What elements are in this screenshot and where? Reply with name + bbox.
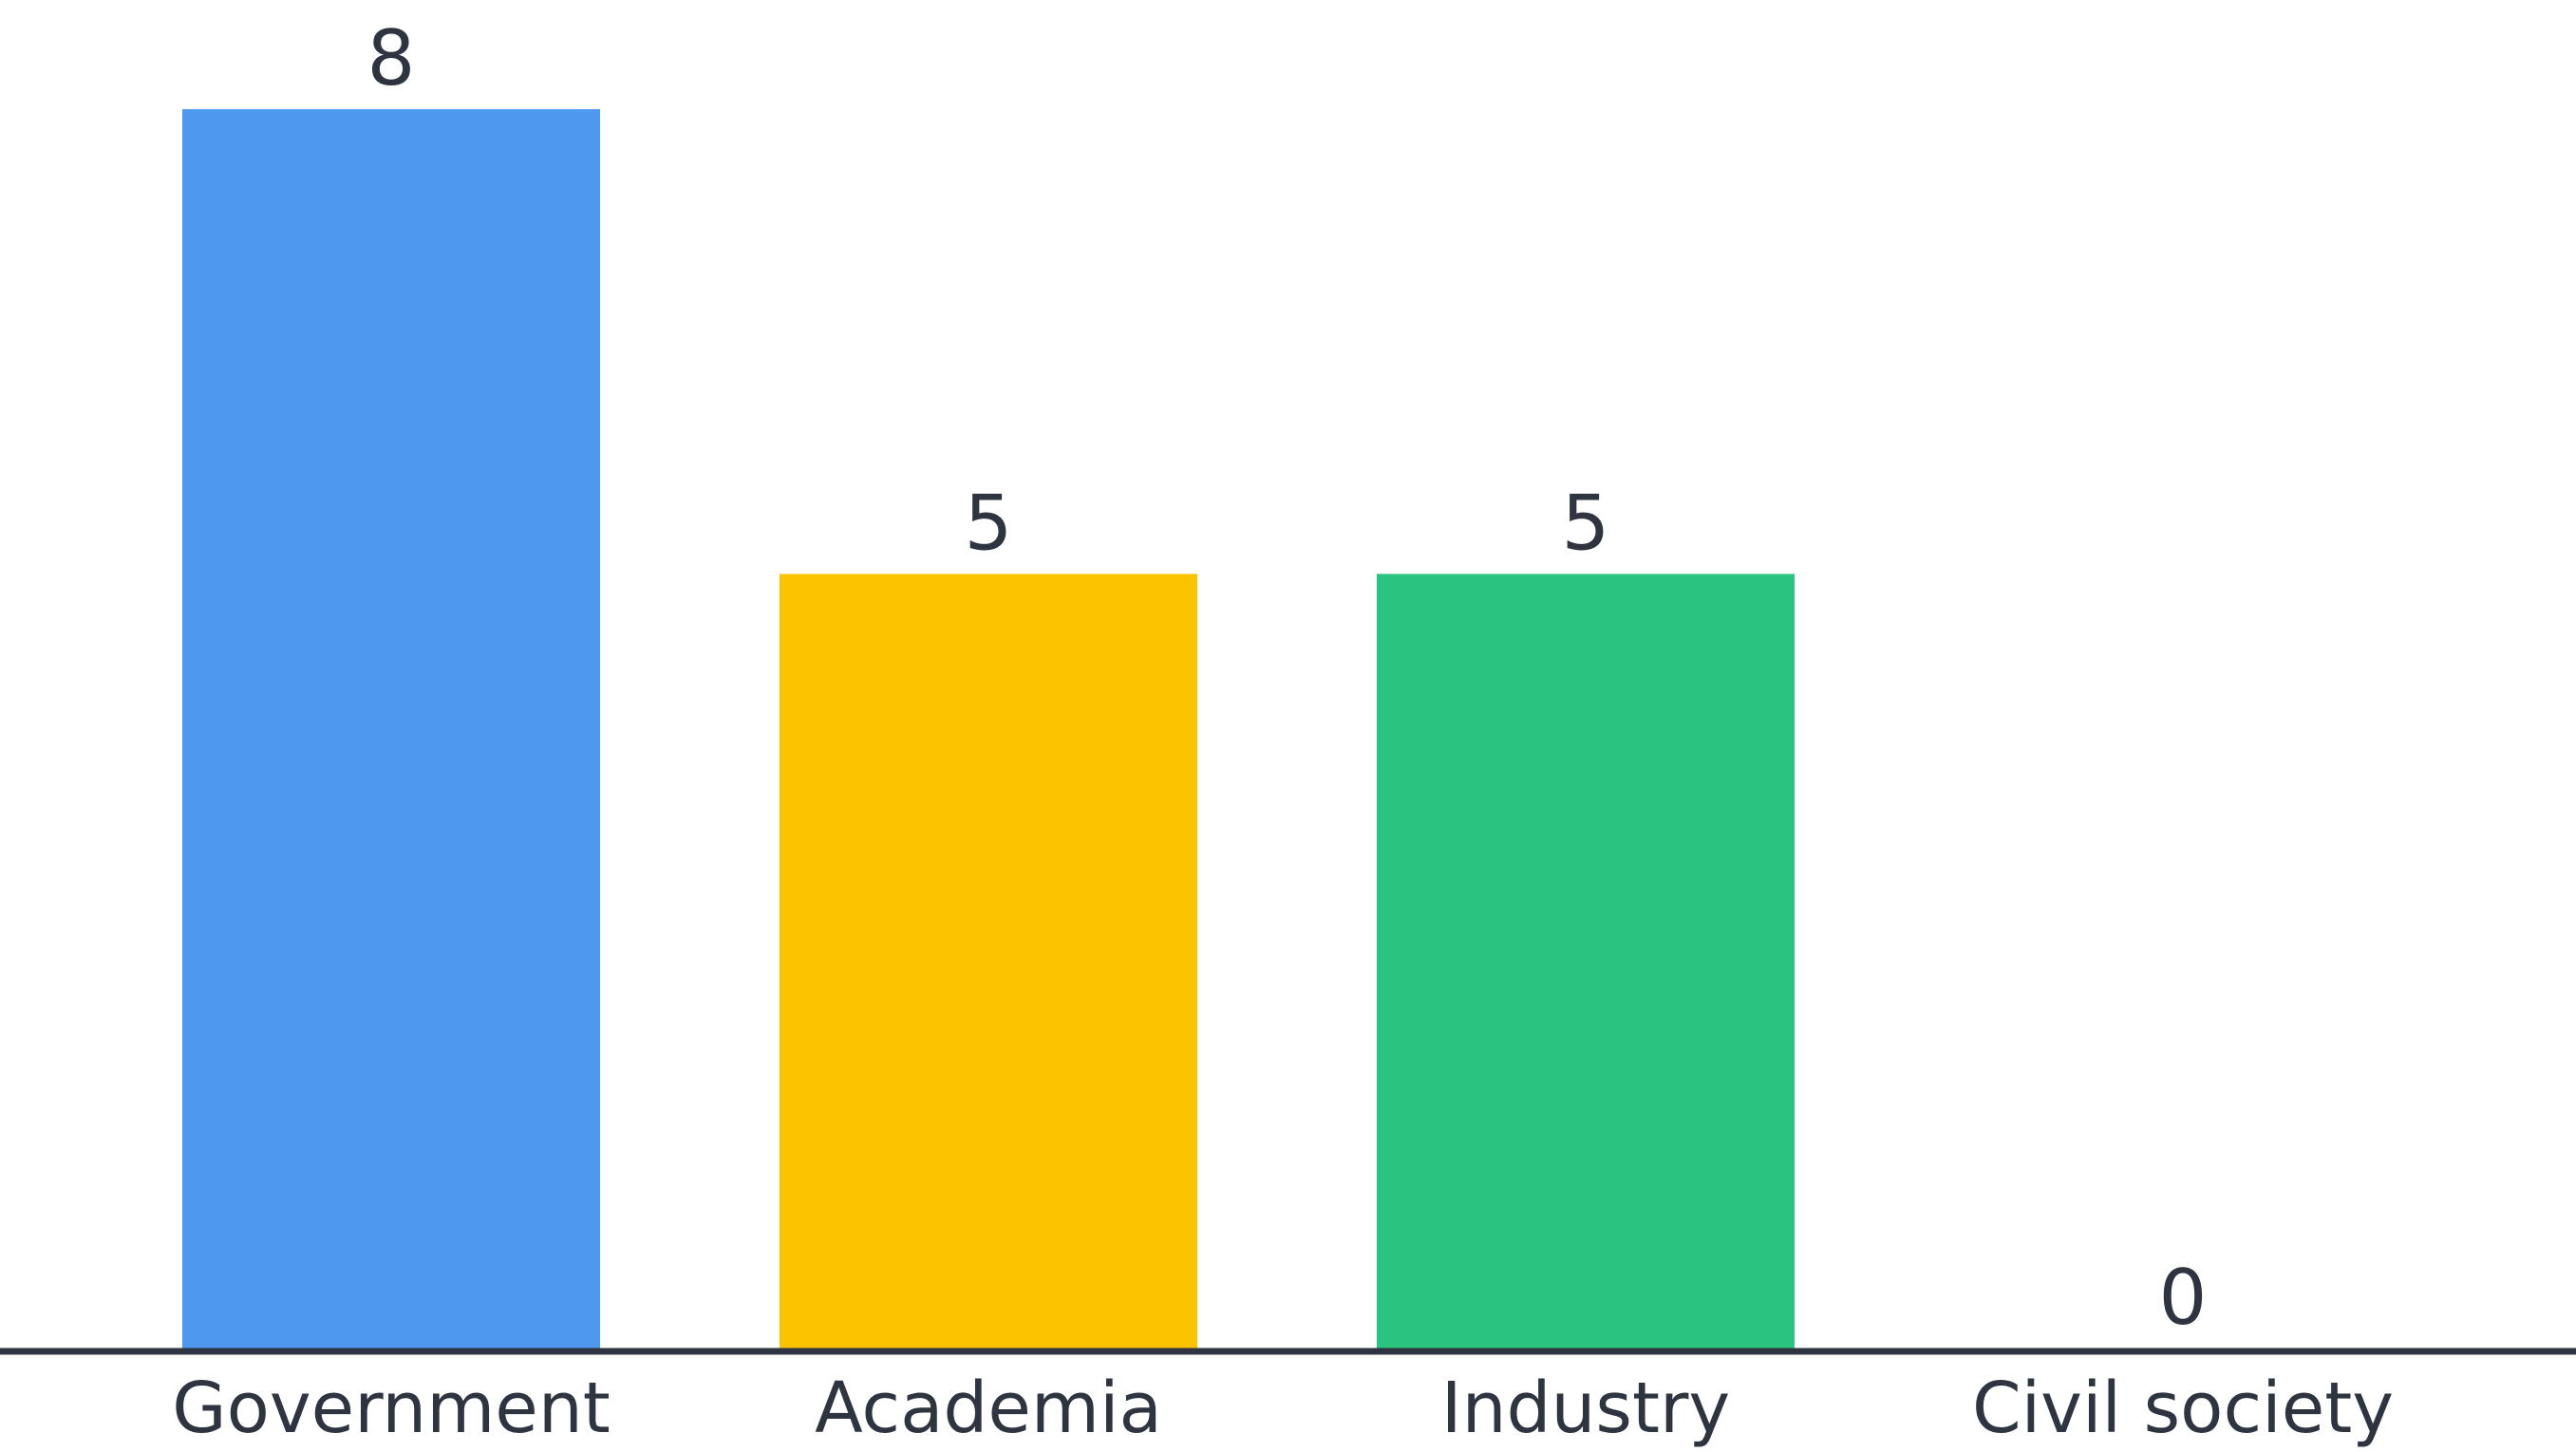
category-label-academia: Academia <box>815 1367 1162 1449</box>
value-label-government: 8 <box>367 14 416 103</box>
bar-industry <box>1377 574 1795 1348</box>
value-labels-group: 8 5 5 0 <box>367 14 2208 1342</box>
category-label-civil-society: Civil society <box>1972 1367 2394 1449</box>
bar-government <box>182 109 600 1348</box>
category-label-industry: Industry <box>1441 1367 1730 1449</box>
value-label-civil-society: 0 <box>2159 1254 2208 1342</box>
bars-group <box>182 109 1795 1348</box>
value-label-industry: 5 <box>1562 479 1610 567</box>
value-label-academia: 5 <box>965 479 1013 567</box>
bar-academia <box>780 574 1197 1348</box>
category-label-government: Government <box>172 1367 611 1449</box>
category-labels-group: Government Academia Industry Civil society <box>172 1367 2394 1449</box>
